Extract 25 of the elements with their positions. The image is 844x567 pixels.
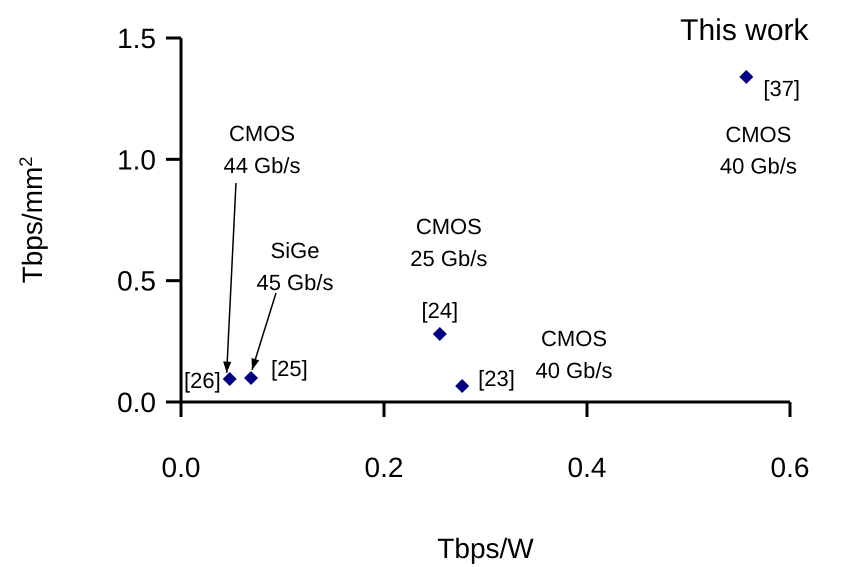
annotation: SiGe 45 Gb/s [256, 238, 334, 295]
y-tick-label: 1.0 [117, 144, 156, 176]
annotation: [23] [478, 366, 515, 391]
annotation: [37] [763, 76, 800, 101]
annotation: [24] [421, 298, 458, 324]
annotation: CMOS 25 Gb/s [410, 214, 488, 271]
annotation: CMOS 40 Gb/s [535, 326, 613, 383]
x-tick-label: 0.0 [162, 452, 200, 483]
x-axis-title: Tbps/W [437, 533, 534, 564]
annotation: [25] [271, 356, 308, 381]
annotation: CMOS 40 Gb/s [720, 122, 797, 179]
annotation: [26] [184, 368, 221, 393]
y-tick-label: 0.5 [117, 266, 156, 297]
x-tick-label: 0.4 [568, 452, 606, 483]
annotation: This work [680, 14, 810, 47]
point [739, 70, 754, 84]
point [222, 372, 237, 386]
x-tick-label: 0.6 [770, 452, 810, 483]
y-tick-label: 1.5 [117, 23, 156, 54]
point [244, 370, 258, 385]
point [432, 327, 447, 342]
x-tick-label: 0.2 [364, 452, 404, 483]
point [455, 378, 470, 393]
annotation: CMOS 44 Gb/s [223, 121, 301, 178]
y-tick-label: 0.0 [117, 387, 156, 418]
